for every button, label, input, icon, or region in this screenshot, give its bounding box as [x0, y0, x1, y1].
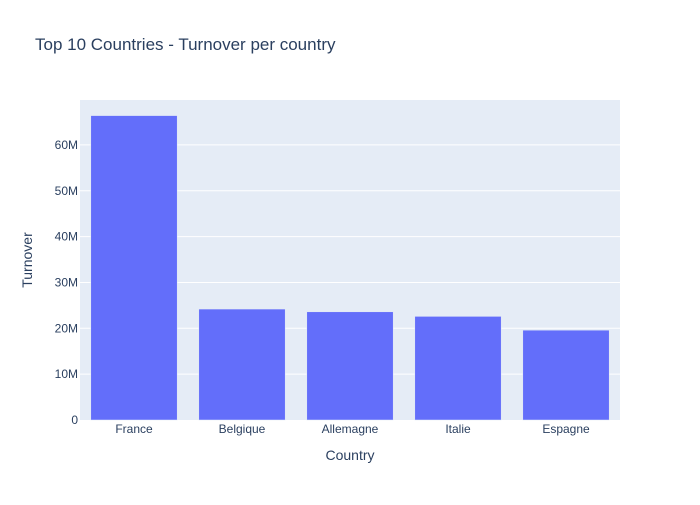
bar-belgique[interactable]	[198, 308, 286, 421]
y-tick-label: 50M	[55, 184, 78, 198]
x-tick-label: Espagne	[542, 422, 590, 436]
x-tick-label: France	[115, 422, 153, 436]
x-tick-label: Italie	[445, 422, 471, 436]
y-axis-ticks: 0 10M 20M 30M 40M 50M 60M	[55, 138, 79, 427]
bar-france[interactable]	[90, 115, 178, 421]
bar-espagne[interactable]	[522, 329, 610, 421]
bars	[90, 115, 610, 421]
y-tick-label: 20M	[55, 321, 78, 335]
x-axis-ticks: France Belgique Allemagne Italie Espagne	[115, 422, 590, 436]
y-tick-label: 30M	[55, 275, 78, 289]
y-tick-label: 0	[71, 413, 78, 427]
bar-italie[interactable]	[414, 316, 502, 421]
y-tick-label: 10M	[55, 367, 78, 381]
y-axis-title: Turnover	[19, 232, 35, 288]
x-tick-label: Allemagne	[322, 422, 379, 436]
y-tick-label: 60M	[55, 138, 78, 152]
x-tick-label: Belgique	[219, 422, 266, 436]
bar-allemagne[interactable]	[306, 311, 394, 421]
y-tick-label: 40M	[55, 230, 78, 244]
chart-title: Top 10 Countries - Turnover per country	[35, 35, 336, 54]
x-axis-title: Country	[325, 447, 374, 463]
